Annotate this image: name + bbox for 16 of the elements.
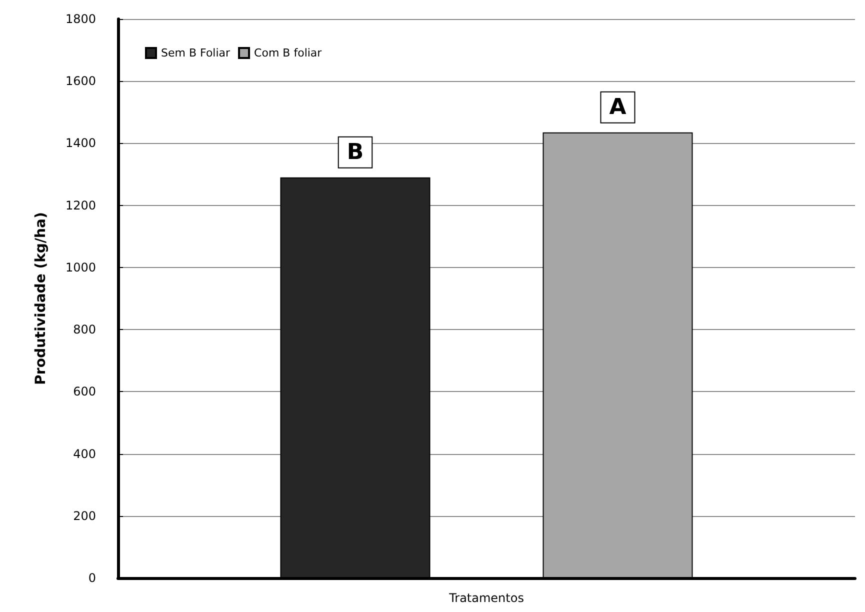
x-axis-title: Tratamentos [448, 591, 524, 605]
y-tick-label: 1000 [65, 260, 96, 274]
annotation: A [609, 94, 626, 120]
legend-label: Com B foliar [254, 46, 322, 60]
y-tick-label: 800 [73, 322, 96, 337]
y-tick-label: 200 [73, 508, 96, 523]
y-tick-label: 400 [73, 446, 96, 461]
legend-label: Sem B Foliar [161, 46, 231, 60]
y-tick-label: 1400 [65, 136, 96, 150]
y-tick-label: 1800 [65, 12, 96, 26]
y-tick-label: 1600 [65, 74, 96, 88]
annotation: B [346, 140, 364, 165]
y-tick-label: 0 [88, 571, 96, 585]
y-axis-title: Produtividade (kg/ha) [33, 212, 49, 385]
y-tick-label: 1200 [65, 198, 96, 212]
y-tick-label: 600 [73, 384, 96, 399]
